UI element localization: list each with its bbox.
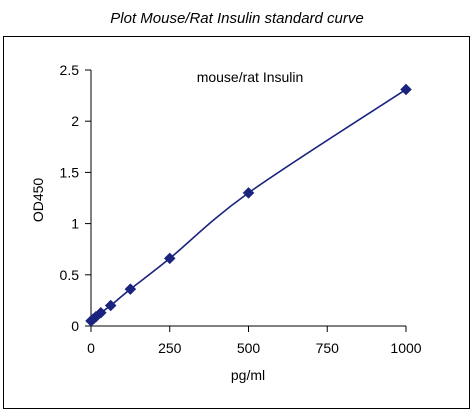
data-marks <box>85 83 412 327</box>
trend-line <box>90 88 407 322</box>
data-point <box>400 83 412 96</box>
x-tick-label: 500 <box>237 340 261 356</box>
y-tick-label: 0 <box>71 318 79 334</box>
page-title: Plot Mouse/Rat Insulin standard curve <box>110 10 364 27</box>
x-tick-label: 250 <box>158 340 182 356</box>
y-tick-label: 1.5 <box>60 164 80 180</box>
y-axis-label: OD450 <box>30 178 46 223</box>
y-tick-label: 0.5 <box>60 267 80 283</box>
chart-frame <box>3 36 470 409</box>
y-tick-label: 2 <box>71 113 79 129</box>
y-tick-label: 1 <box>71 216 79 232</box>
data-point <box>242 187 255 199</box>
chart-title: mouse/rat Insulin <box>197 69 304 85</box>
x-tick-label: 1000 <box>390 340 421 356</box>
data-point <box>104 299 117 312</box>
y-tick-label: 2.5 <box>60 62 80 78</box>
data-point <box>94 306 107 319</box>
x-tick-label: 0 <box>87 340 95 356</box>
x-tick-label: 750 <box>316 340 340 356</box>
data-point <box>124 283 137 295</box>
axes: 0 0.5 1 1.5 2 2.5 0 250 500 750 1000 <box>60 62 422 356</box>
x-axis-label: pg/ml <box>231 367 265 383</box>
data-point <box>163 252 176 265</box>
